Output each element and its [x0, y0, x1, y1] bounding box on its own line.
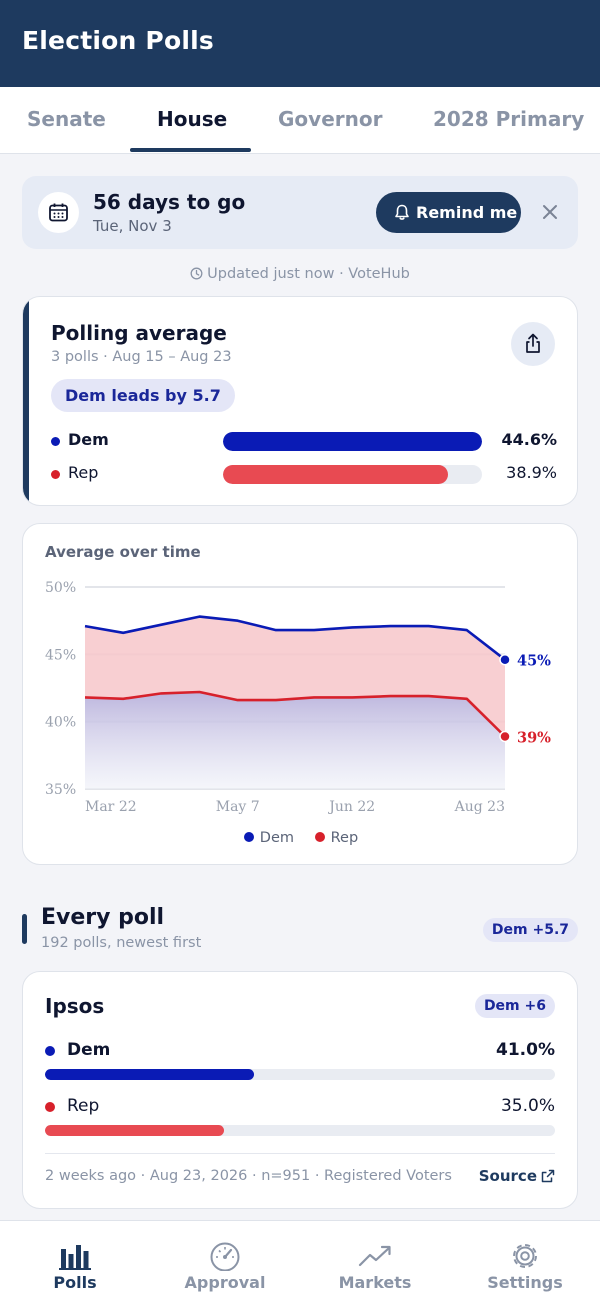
election-date: Tue, Nov 3	[93, 217, 172, 235]
section-accent	[22, 914, 27, 944]
app-title: Election Polls	[22, 26, 214, 55]
dem-dot	[45, 1046, 55, 1056]
nav-markets[interactable]: Markets	[300, 1221, 450, 1304]
poll-row-rep: Rep 35.0%	[45, 1096, 555, 1118]
poll-bar-track	[45, 1069, 555, 1080]
poll-value: 35.0%	[500, 1096, 555, 1116]
race-tabs: Senate House Governor 2028 Primary	[0, 87, 600, 154]
average-party-name: Dem	[68, 430, 109, 449]
external-link-icon	[541, 1169, 555, 1183]
poll-lead-badge: Dem +6	[474, 994, 555, 1018]
bell-icon	[395, 204, 409, 220]
tab-governor[interactable]: Governor	[278, 107, 383, 131]
nav-label: Settings	[487, 1273, 563, 1292]
average-bar-track	[223, 432, 482, 451]
remind-me-button[interactable]: Remind me	[376, 192, 521, 233]
polling-average-title: Polling average	[51, 321, 227, 345]
every-poll-title: Every poll	[41, 905, 165, 930]
rep-end-label: 39%	[517, 729, 551, 746]
rep-dot	[45, 1102, 55, 1112]
trend-chart: 50% 45% 40% 35% 45% 39% Mar 22 May 7 Jun 22 Aug 2…	[45, 580, 551, 815]
share-button[interactable]	[511, 322, 555, 366]
y-tick-label: 40%	[45, 715, 76, 731]
app-bar: Election Polls	[0, 0, 600, 87]
source-link[interactable]: Source	[479, 1167, 555, 1185]
average-value: 44.6%	[501, 430, 557, 449]
updated-text: Updated just now · VoteHub	[207, 266, 410, 282]
trend-up-icon	[358, 1245, 391, 1267]
polling-average-subtitle: 3 polls · Aug 15 – Aug 23	[51, 349, 232, 365]
chart-title: Average over time	[45, 543, 201, 561]
poll-bar-fill	[45, 1125, 224, 1136]
average-bar-fill	[223, 465, 449, 484]
poll-card[interactable]: Ipsos Dem +6 Dem 41.0% Rep 35.0% 2 weeks…	[22, 971, 578, 1209]
countdown-title: 56 days to go	[93, 190, 246, 214]
average-over-time-card: Average over time 50% 45% 40% 35% 45% 39% Mar …	[22, 523, 578, 865]
average-party-name: Rep	[68, 463, 99, 482]
updated-status: Updated just now · VoteHub	[0, 266, 600, 282]
x-tick-label: Mar 22	[85, 799, 137, 815]
close-icon[interactable]	[540, 202, 560, 222]
rep-area	[85, 692, 505, 789]
nav-polls[interactable]: Polls	[0, 1221, 150, 1304]
every-poll-subtitle: 192 polls, newest first	[41, 935, 202, 951]
rep-end-point	[499, 730, 511, 743]
average-row-dem: Dem 44.6%	[51, 430, 557, 452]
legend-item-dem: Dem	[243, 830, 295, 846]
legend-label: Rep	[330, 830, 359, 846]
poll-party-name: Dem	[67, 1040, 111, 1060]
remind-me-label: Remind me	[416, 203, 518, 222]
average-bar-track	[223, 465, 482, 484]
nav-approval[interactable]: Approval	[150, 1221, 300, 1304]
gauge-icon	[210, 1242, 240, 1271]
average-bar-fill	[223, 432, 482, 451]
nav-label: Markets	[338, 1273, 412, 1292]
y-tick-label: 50%	[45, 580, 76, 596]
chart-legend: Dem Rep	[23, 830, 579, 846]
polling-average-card: Polling average 3 polls · Aug 15 – Aug 2…	[22, 296, 578, 506]
bottom-navigation: Polls Approval Markets Sett	[0, 1220, 600, 1304]
x-tick-label: Aug 23	[454, 799, 505, 815]
poll-meta: 2 weeks ago · Aug 23, 2026 · n=951 · Reg…	[45, 1168, 452, 1184]
dem-dot	[51, 437, 60, 446]
overall-lead-badge: Dem +5.7	[482, 918, 578, 942]
calendar-icon	[38, 192, 79, 233]
pollster-name: Ipsos	[45, 994, 105, 1018]
nav-label: Approval	[184, 1273, 266, 1292]
poll-row-dem: Dem 41.0%	[45, 1040, 555, 1062]
nav-label: Polls	[53, 1273, 97, 1292]
rep-dot	[51, 470, 60, 479]
tab-2028-primary[interactable]: 2028 Primary	[433, 107, 585, 131]
poll-party-name: Rep	[67, 1096, 100, 1116]
election-countdown-banner: 56 days to go Tue, Nov 3 Remind me	[22, 176, 578, 249]
nav-settings[interactable]: Settings	[450, 1221, 600, 1304]
average-value: 38.9%	[506, 463, 557, 482]
tab-house[interactable]: House	[157, 107, 228, 131]
y-tick-label: 45%	[45, 647, 76, 663]
poll-bar-track	[45, 1125, 555, 1136]
clock-icon	[190, 267, 203, 280]
dem-end-point	[499, 653, 511, 666]
lead-band	[85, 616, 505, 737]
lead-badge: Dem leads by 5.7	[51, 379, 235, 412]
y-tick-label: 35%	[45, 782, 76, 798]
x-tick-label: May 7	[216, 799, 260, 815]
share-icon	[526, 333, 540, 353]
dem-series-line	[84, 615, 506, 661]
legend-label: Dem	[259, 830, 295, 846]
gear-icon	[513, 1244, 537, 1268]
rep-series-line	[84, 690, 506, 738]
legend-item-rep: Rep	[314, 830, 359, 846]
poll-bar-fill	[45, 1069, 255, 1080]
active-tab-indicator	[130, 148, 251, 152]
tab-senate[interactable]: Senate	[27, 107, 106, 131]
poll-value: 41.0%	[496, 1040, 555, 1060]
x-tick-label: Jun 22	[327, 799, 375, 815]
dem-end-label: 45%	[517, 653, 551, 670]
average-row-rep: Rep 38.9%	[51, 463, 557, 485]
source-label: Source	[478, 1167, 537, 1185]
bar-chart-icon	[59, 1245, 91, 1270]
divider	[45, 1153, 555, 1154]
card-accent	[23, 297, 29, 505]
